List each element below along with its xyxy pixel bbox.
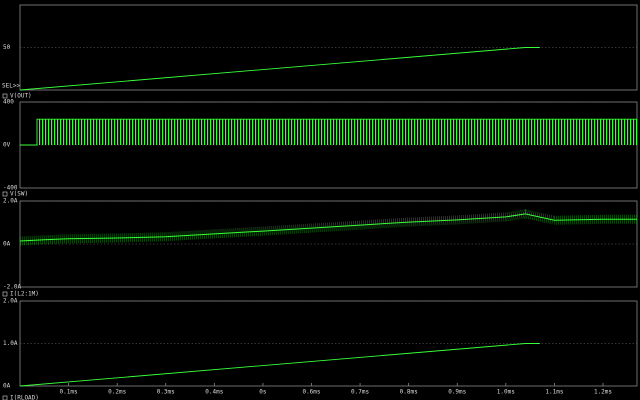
x-tick-label: 0.1ms	[60, 389, 78, 396]
x-tick-label: 0.7ms	[351, 389, 369, 396]
y-tick-label: 0A	[3, 383, 11, 390]
y-tick-label: 2.0A	[3, 298, 18, 305]
y-tick-label: 0V	[3, 142, 11, 149]
x-tick-label: 1.0ms	[497, 389, 515, 396]
y-tick-label: 400	[3, 99, 14, 106]
trace	[19, 343, 540, 387]
trace	[20, 118, 637, 146]
legend-label: V(OUT)	[10, 93, 32, 100]
x-tick-label: 0.2ms	[108, 389, 126, 396]
x-tick-label: 1.2ms	[594, 389, 612, 396]
trace	[19, 213, 637, 242]
legend-swatch	[2, 291, 8, 297]
switching-band	[20, 119, 637, 145]
x-tick-label: 0.8ms	[400, 389, 418, 396]
selector-label: SEL>>	[2, 83, 20, 90]
x-tick-label: 0s	[259, 389, 267, 396]
y-tick-label: -400	[3, 185, 18, 192]
y-tick-label: 1.0A	[3, 340, 18, 347]
legend-swatch	[2, 395, 8, 400]
y-tick-label: 50	[3, 44, 11, 51]
x-tick-label: 0.4ms	[205, 389, 223, 396]
x-tick-label: 0.9ms	[448, 389, 466, 396]
x-tick-label: 1.1ms	[545, 389, 563, 396]
x-tick-label: 0.6ms	[302, 389, 320, 396]
trace	[19, 47, 540, 91]
y-tick-label: 0A	[3, 241, 11, 248]
legend-label: I(L2:1M)	[10, 291, 39, 298]
legend-label: V(SW)	[10, 191, 28, 198]
legend-swatch	[2, 191, 8, 197]
legend-swatch	[2, 93, 8, 99]
y-tick-label: -2.0A	[3, 284, 21, 291]
y-tick-label: 2.0A	[3, 198, 18, 205]
legend-label: I(RLOAD)	[10, 395, 39, 400]
x-tick-label: 0.3ms	[157, 389, 175, 396]
